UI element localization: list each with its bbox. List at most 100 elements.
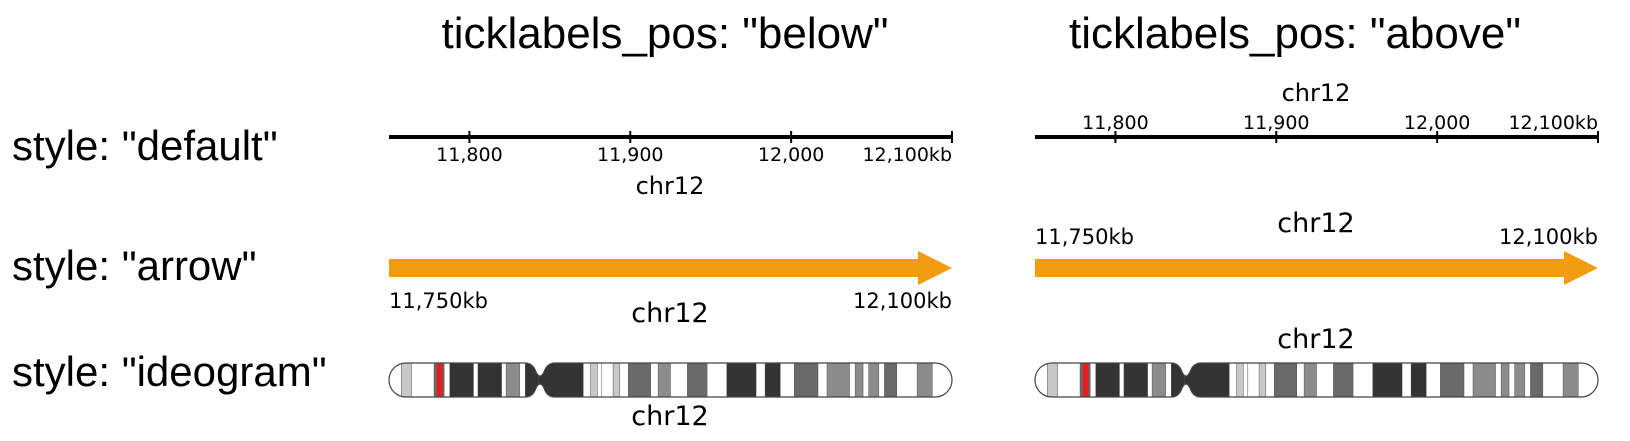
ideogram-band: [1274, 363, 1298, 397]
ideogram-band: [650, 363, 659, 397]
ideogram-above-panel: chr12: [1034, 324, 1599, 398]
ideogram-band: [1333, 363, 1354, 397]
ideogram-band: [1562, 363, 1579, 397]
ideogram-band: [896, 363, 918, 397]
ideogram-band: [1500, 363, 1510, 397]
ideogram-band: [657, 363, 672, 397]
ideogram-band: [764, 363, 781, 397]
ideogram-band: [1401, 363, 1412, 397]
default-above-panel: chr12 11,800 11,900 12,000 12,100kb: [1035, 79, 1599, 143]
ideogram-band: [1247, 363, 1260, 397]
ideogram-band: [443, 363, 451, 397]
row-label-arrow: style: "arrow": [12, 242, 257, 289]
ideogram-band: [1035, 363, 1048, 397]
ideogram-band: [473, 363, 479, 397]
ideogram-band: [862, 363, 870, 397]
tick-marks-below: 11,800 11,900 12,000 12,100kb: [436, 131, 953, 166]
ideogram-band: [794, 363, 819, 397]
ideogram-band: [1236, 363, 1244, 397]
ideogram-band: [1119, 363, 1125, 397]
ideogram-band: [597, 363, 603, 397]
tick-marks-above: 11,800 11,900 12,000 12,100kb: [1082, 112, 1599, 143]
ideogram-band: [868, 363, 880, 397]
chrom-label-ideogram-below: chr12: [631, 401, 708, 432]
ideogram-band: [726, 363, 757, 397]
ideogram-band: [601, 363, 614, 397]
ideogram-band: [1578, 363, 1598, 397]
ideogram-band: [1258, 363, 1267, 397]
ideogram-band: [849, 363, 856, 397]
ideogram-band: [619, 363, 629, 397]
ideogram-band: [505, 363, 521, 397]
ideogram-band: [1440, 363, 1465, 397]
ideogram-outline: [388, 362, 953, 398]
ideogram-band: [1228, 363, 1238, 397]
ideogram-band: [1170, 363, 1185, 397]
ideogram-band: [1410, 363, 1427, 397]
ideogram-band: [477, 363, 503, 397]
tick-label: 12,100kb: [1508, 112, 1598, 134]
ideogram-band: [1183, 363, 1230, 397]
ideogram-band: [612, 363, 621, 397]
ideogram-band: [1123, 363, 1149, 397]
ideogram-bands: [1035, 363, 1598, 397]
ideogram-band: [411, 363, 435, 397]
ideogram-band: [1530, 363, 1544, 397]
chrom-label-arrow-below: chr12: [631, 298, 708, 329]
ideogram-band: [582, 363, 592, 397]
ideogram-band: [854, 363, 864, 397]
ideogram-band: [687, 363, 708, 397]
ideogram-band: [1495, 363, 1502, 397]
ideogram-band: [501, 363, 507, 397]
default-below-panel: 11,800 11,900 12,000 12,100kb chr12: [389, 131, 953, 200]
row-label-ideogram: style: "ideogram": [12, 348, 327, 395]
ideogram-band: [519, 363, 526, 397]
region-highlight: [436, 363, 443, 397]
ideogram-band: [878, 363, 885, 397]
ideogram-below-panel: chr12: [388, 362, 953, 432]
chrom-label-default-below: chr12: [636, 172, 705, 200]
tick-label: 11,800: [1082, 112, 1148, 134]
ideogram-band: [884, 363, 898, 397]
tick-label: 11,900: [1243, 112, 1309, 134]
ideogram-band: [1524, 363, 1531, 397]
ideogram-band: [1243, 363, 1249, 397]
chrom-label-ideogram-above: chr12: [1277, 324, 1354, 355]
ideogram-band: [389, 363, 402, 397]
ideogram-band: [1151, 363, 1167, 397]
arrow-end-label: 12,100kb: [1499, 225, 1598, 249]
arrow-start-label: 11,750kb: [1035, 225, 1134, 249]
ideogram-band: [1047, 363, 1059, 397]
ideogram-band: [449, 363, 474, 397]
ideogram-band: [670, 363, 688, 397]
ideogram-band: [1057, 363, 1081, 397]
ideogram-band: [1165, 363, 1172, 397]
ideogram-band: [916, 363, 933, 397]
chrom-label-default-above: chr12: [1282, 79, 1351, 107]
tick-label: 12,000: [1404, 112, 1470, 134]
ideogram-band: [1265, 363, 1275, 397]
arrow-end-label: 12,100kb: [853, 289, 952, 313]
ideogram-band: [1472, 363, 1497, 397]
ideogram-band: [1542, 363, 1564, 397]
ideogram-band: [628, 363, 652, 397]
arrow-below-panel: 11,750kb 12,100kb chr12: [389, 251, 952, 329]
ideogram-band: [826, 363, 851, 397]
ideogram-band: [1514, 363, 1526, 397]
ideogram-band: [401, 363, 413, 397]
ideogram-band: [1426, 363, 1441, 397]
tick-label: 12,000: [758, 144, 824, 166]
column-title-above: ticklabels_pos: "above": [1069, 9, 1521, 58]
ideogram-band: [1316, 363, 1334, 397]
ideogram-band: [590, 363, 598, 397]
row-label-default: style: "default": [12, 122, 278, 169]
ideogram-band: [706, 363, 728, 397]
ideogram-band: [1147, 363, 1153, 397]
ideogram-band: [755, 363, 766, 397]
ideogram-band: [1352, 363, 1374, 397]
ideogram-band: [1303, 363, 1318, 397]
column-title-below: ticklabels_pos: "below": [441, 9, 888, 58]
ideogram-band: [817, 363, 828, 397]
tick-label: 12,100kb: [862, 144, 952, 166]
